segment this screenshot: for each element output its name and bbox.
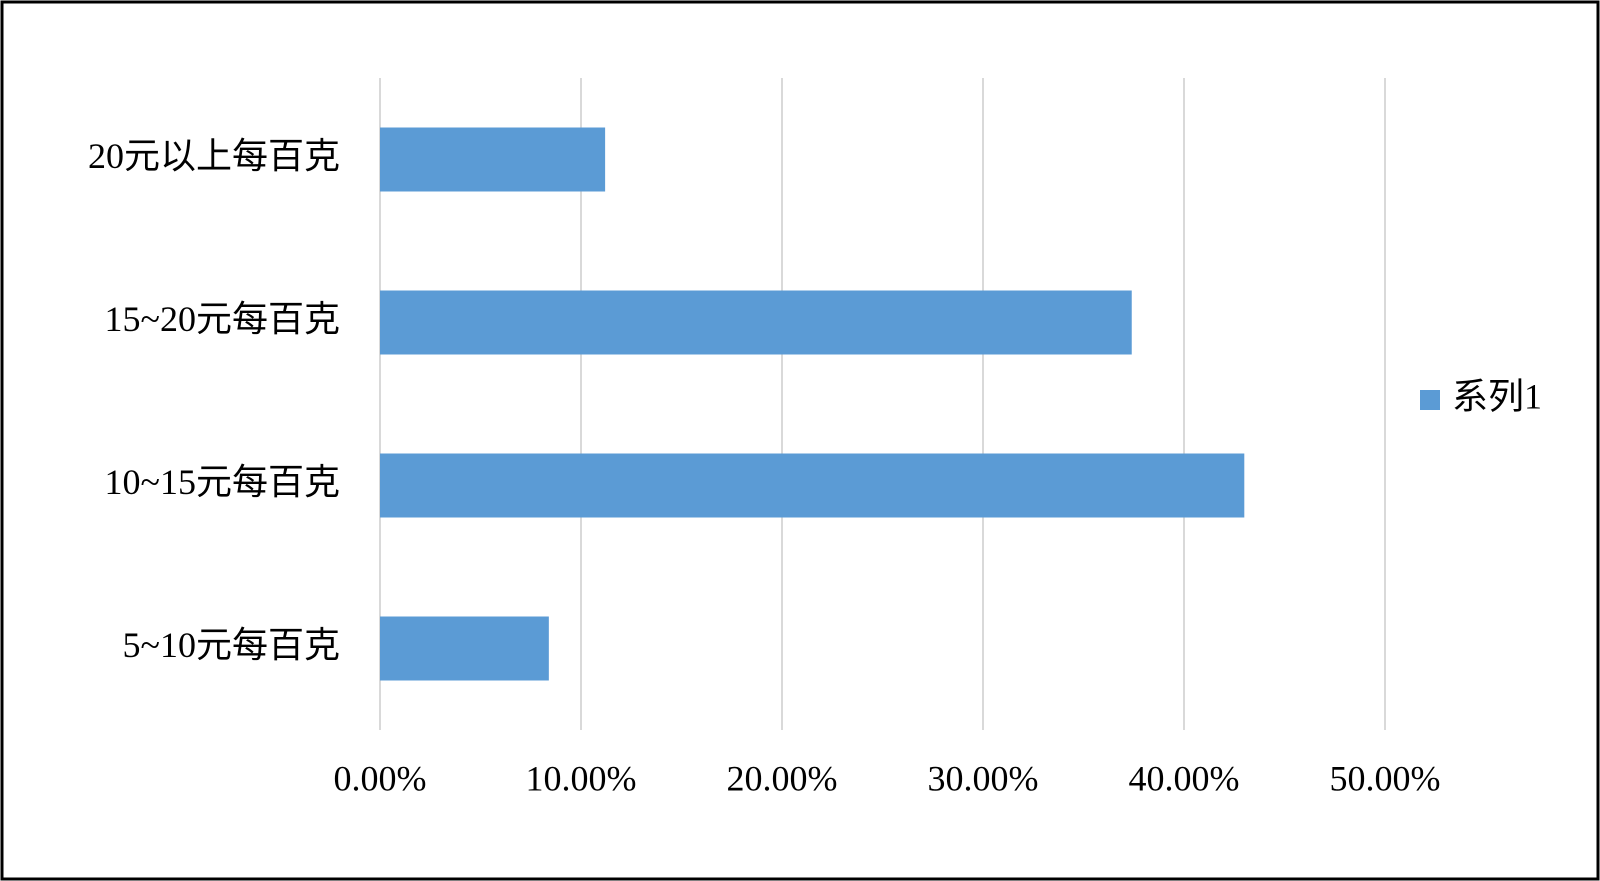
- x-tick-label: 10.00%: [526, 758, 637, 798]
- bar: [380, 290, 1132, 355]
- x-tick-label: 20.00%: [727, 758, 838, 798]
- y-tick-label: 5~10元每百克: [123, 625, 340, 665]
- bar: [380, 616, 549, 681]
- legend-swatch: [1420, 390, 1440, 410]
- bar: [380, 127, 606, 192]
- x-tick-label: 30.00%: [928, 758, 1039, 798]
- bar: [380, 453, 1245, 518]
- y-tick-label: 20元以上每百克: [88, 136, 340, 176]
- y-tick-label: 10~15元每百克: [105, 462, 340, 502]
- x-tick-label: 0.00%: [334, 758, 427, 798]
- x-tick-label: 40.00%: [1129, 758, 1240, 798]
- y-tick-label: 15~20元每百克: [105, 299, 340, 339]
- x-tick-label: 50.00%: [1330, 758, 1441, 798]
- legend-label: 系列1: [1452, 376, 1542, 416]
